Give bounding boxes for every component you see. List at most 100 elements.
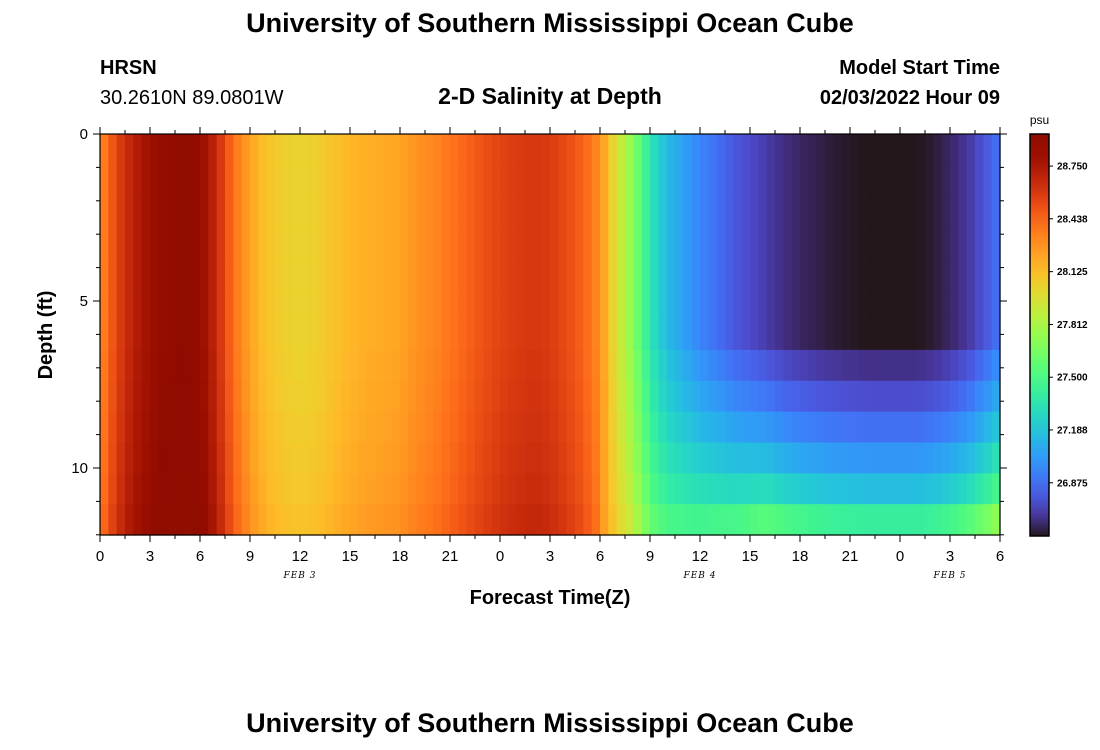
- heatmap-cell: [266, 349, 276, 382]
- heatmap-cell: [458, 442, 468, 474]
- heatmap-cell: [883, 380, 893, 413]
- heatmap-cell: [441, 257, 451, 289]
- heatmap-cell: [591, 473, 601, 505]
- heatmap-cell: [791, 134, 801, 166]
- heatmap-cell: [858, 380, 868, 413]
- heatmap-cell: [116, 164, 126, 197]
- heatmap-cell: [500, 411, 509, 444]
- heatmap-cell: [425, 195, 434, 228]
- heatmap-cell: [383, 226, 393, 258]
- heatmap-cell: [225, 288, 234, 320]
- heatmap-cell: [366, 164, 376, 197]
- heatmap-cell: [933, 504, 943, 536]
- heatmap-cell: [283, 288, 293, 320]
- heatmap-cell: [266, 504, 276, 536]
- heatmap-cell: [575, 164, 584, 197]
- heatmap-cell: [158, 473, 168, 505]
- heatmap-cell: [833, 257, 843, 289]
- heatmap-cell: [325, 226, 334, 258]
- heatmap-cell: [333, 288, 343, 320]
- heatmap-cell: [525, 288, 534, 320]
- heatmap-cell: [550, 257, 559, 289]
- heatmap-cell: [841, 411, 851, 444]
- heatmap-cell: [616, 319, 626, 351]
- heatmap-cell: [191, 195, 201, 228]
- heatmap-cell: [208, 504, 218, 536]
- heatmap-cell: [391, 442, 401, 474]
- heatmap-cell: [133, 134, 143, 166]
- x-tick-label: 6: [996, 548, 1004, 565]
- heatmap-cell: [691, 195, 701, 228]
- heatmap-cell: [441, 380, 451, 413]
- heatmap-cell: [958, 380, 968, 413]
- heatmap-cell: [283, 411, 293, 444]
- heatmap-cell: [475, 504, 484, 536]
- heatmap-cell: [358, 134, 368, 166]
- heatmap-cell: [433, 257, 443, 289]
- heatmap-cell: [158, 257, 168, 289]
- heatmap-cell: [208, 226, 218, 258]
- heatmap-cell: [216, 380, 226, 413]
- heatmap-cell: [550, 504, 559, 536]
- heatmap-cell: [191, 349, 201, 382]
- heatmap-cell: [508, 288, 518, 320]
- heatmap-cell: [591, 380, 601, 413]
- heatmap-cell: [625, 288, 634, 320]
- heatmap-cell: [558, 411, 568, 444]
- heatmap-cell: [733, 226, 743, 258]
- heatmap-cell: [750, 504, 759, 536]
- heatmap-cell: [691, 504, 701, 536]
- heatmap-cell: [325, 504, 334, 536]
- heatmap-cell: [283, 473, 293, 505]
- heatmap-cell: [416, 380, 426, 413]
- heatmap-cell: [475, 319, 484, 351]
- heatmap-cell: [625, 319, 634, 351]
- heatmap-cell: [816, 257, 826, 289]
- heatmap-cell: [250, 380, 259, 413]
- heatmap-cell: [375, 349, 384, 382]
- heatmap-cell: [175, 504, 184, 536]
- heatmap-cell: [850, 473, 859, 505]
- heatmap-cell: [891, 288, 901, 320]
- heatmap-cell: [525, 195, 534, 228]
- heatmap-cell: [591, 319, 601, 351]
- heatmap-cell: [625, 195, 634, 228]
- heatmap-cell: [691, 319, 701, 351]
- station-coordinates: 30.2610N 89.0801W: [100, 87, 284, 109]
- heatmap-cell: [100, 504, 109, 536]
- heatmap-cell: [808, 288, 818, 320]
- heatmap-cell: [383, 319, 393, 351]
- heatmap-cell: [375, 164, 384, 197]
- heatmap-cell: [316, 226, 326, 258]
- heatmap-cell: [408, 411, 418, 444]
- heatmap-cell: [541, 195, 551, 228]
- heatmap-cell: [741, 134, 751, 166]
- heatmap-cell: [500, 257, 509, 289]
- heatmap-cell: [741, 164, 751, 197]
- heatmap-cell: [675, 257, 684, 289]
- heatmap-cell: [966, 504, 976, 536]
- heatmap-cell: [491, 473, 501, 505]
- heatmap-cell: [108, 134, 118, 166]
- heatmap-cell: [683, 257, 693, 289]
- heatmap-cell: [333, 134, 343, 166]
- heatmap-cell: [475, 134, 484, 166]
- heatmap-cell: [666, 473, 676, 505]
- heatmap-cell: [591, 411, 601, 444]
- heatmap-cell: [408, 473, 418, 505]
- heatmap-cell: [550, 349, 559, 382]
- heatmap-cell: [783, 195, 793, 228]
- heatmap-cell: [383, 504, 393, 536]
- heatmap-cell: [708, 164, 718, 197]
- heatmap-cell: [141, 442, 151, 474]
- heatmap-cell: [966, 226, 976, 258]
- heatmap-cell: [266, 411, 276, 444]
- heatmap-cell: [750, 288, 759, 320]
- heatmap-cell: [733, 134, 743, 166]
- heatmap-cell: [341, 195, 351, 228]
- heatmap-cell: [950, 226, 959, 258]
- heatmap-cell: [700, 288, 709, 320]
- heatmap-cell: [500, 226, 509, 258]
- heatmap-cell: [800, 257, 809, 289]
